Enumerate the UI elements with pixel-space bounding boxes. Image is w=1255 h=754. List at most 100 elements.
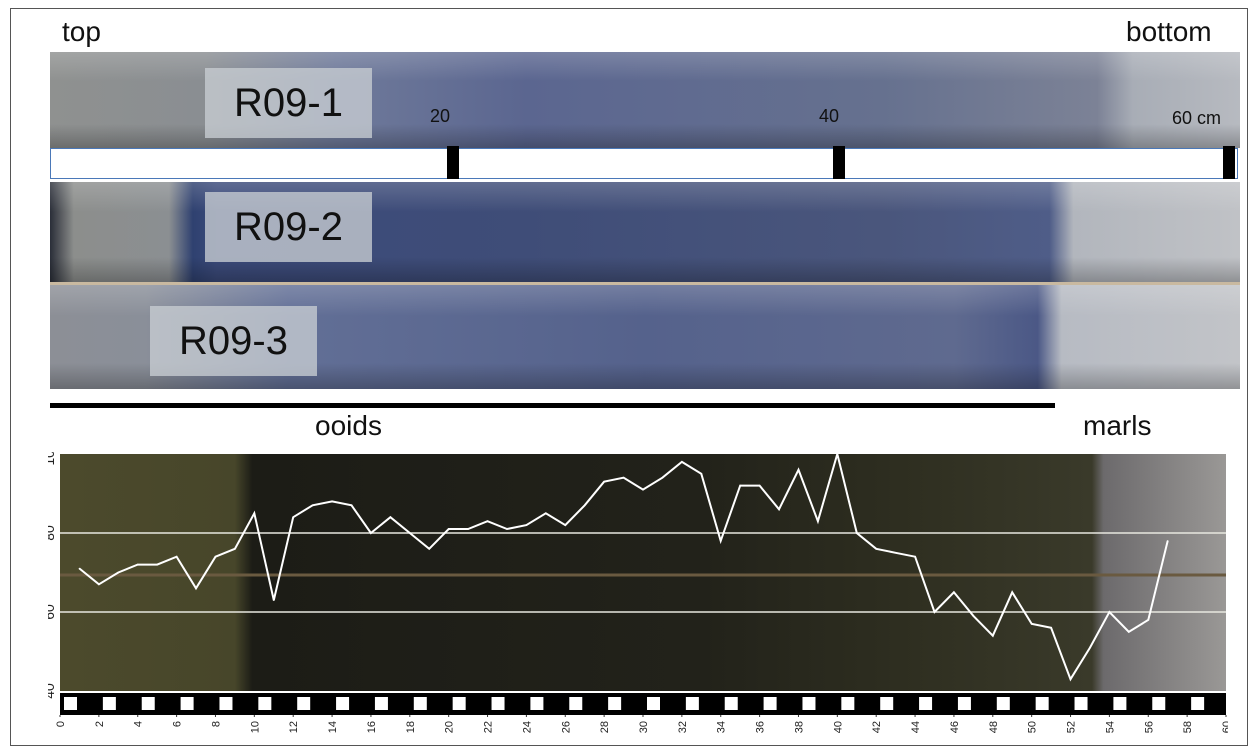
ruler-square: [1035, 697, 1049, 710]
data-point: [933, 611, 936, 613]
data-point: [700, 472, 703, 475]
ruler-square: [219, 697, 233, 710]
ruler-square: [685, 697, 699, 710]
data-point: [447, 528, 450, 530]
data-point: [253, 512, 256, 515]
ruler-square: [763, 697, 777, 710]
core-label-r09-2: R09-2: [205, 192, 372, 262]
data-point: [195, 587, 197, 590]
x-tick-label: 56: [1143, 721, 1155, 733]
data-point: [1108, 611, 1111, 613]
data-point: [758, 484, 761, 487]
data-point: [486, 520, 489, 522]
core-label-r09-1: R09-1: [205, 68, 372, 138]
ruler-square: [297, 697, 311, 710]
scale-bar: [50, 148, 1238, 179]
x-tick-label: 42: [871, 721, 883, 733]
data-point: [214, 555, 217, 558]
chart-svg: 40 60 80 100: [41, 442, 1227, 718]
x-tick-label: 46: [949, 721, 961, 733]
data-point: [583, 504, 586, 507]
plot-background: [60, 454, 1226, 691]
data-point: [156, 563, 158, 566]
x-tick-label: 24: [521, 721, 533, 733]
x-tick-label: 8: [210, 721, 222, 727]
data-point: [953, 591, 955, 594]
data-point: [875, 548, 877, 550]
x-tick-label: 28: [599, 721, 611, 733]
line-chart: 40 60 80 100: [41, 442, 1228, 718]
x-tick-label: 18: [405, 721, 417, 733]
ruler-square: [608, 697, 622, 710]
data-point: [117, 571, 120, 574]
data-point: [1069, 678, 1072, 680]
data-point: [1050, 627, 1052, 629]
data-point: [428, 548, 431, 550]
data-point: [972, 615, 975, 617]
data-point: [331, 500, 333, 503]
scale-tick-40: [833, 146, 845, 179]
ruler-square: [102, 697, 116, 710]
data-point: [1166, 540, 1169, 542]
ruler-square: [1113, 697, 1127, 710]
data-point: [836, 453, 839, 455]
ruler-square: [180, 697, 194, 710]
y-tick-label: 80: [48, 525, 57, 541]
ruler-square: [530, 697, 544, 710]
x-tick-label: 58: [1182, 721, 1194, 733]
data-point: [914, 555, 916, 558]
ruler-square: [880, 697, 894, 710]
data-point: [272, 599, 275, 601]
x-tick-label: 52: [1066, 721, 1078, 733]
data-point: [681, 461, 683, 463]
data-point: [603, 480, 605, 483]
data-point: [739, 484, 741, 487]
data-point: [525, 524, 528, 526]
x-tick-label: 44: [910, 721, 922, 733]
core-label-r09-3: R09-3: [150, 306, 317, 376]
data-point: [78, 567, 81, 570]
data-point: [1089, 646, 1091, 649]
ruler-square: [413, 697, 427, 710]
ruler-square: [919, 697, 933, 710]
x-tick-label: 12: [288, 721, 300, 733]
x-axis-labels: 0 2 4 6 8 10 12 14 16 18 20 22 24 26 28 30 32 34 36 38 40 42 4…: [48, 719, 1233, 749]
data-point: [642, 488, 644, 491]
data-point: [136, 563, 139, 566]
ooids-extent-bar: [50, 403, 1055, 408]
ruler-square: [724, 697, 738, 710]
ruler-square: [374, 697, 388, 710]
x-tick-label: 60: [1221, 721, 1228, 733]
scale-tick-20: [447, 146, 459, 179]
data-point: [350, 504, 353, 507]
figure-frame: [10, 8, 1248, 746]
x-axis-labels-svg: 0 2 4 6 8 10 12 14 16 18 20 22 24 26 28 30 32 34 36 38 40 42 4…: [55, 721, 1233, 733]
label-ooids: ooids: [315, 410, 382, 441]
ruler-square: [1074, 697, 1088, 710]
x-tick-label: 34: [716, 721, 728, 733]
data-point: [1011, 591, 1014, 594]
x-tick-label: 36: [755, 721, 767, 733]
x-tick-label: 2: [94, 721, 106, 727]
data-point: [389, 516, 392, 518]
x-tick-label: 22: [483, 721, 495, 733]
data-point: [622, 476, 625, 479]
label-marls: marls: [1083, 410, 1152, 441]
data-point: [778, 508, 780, 511]
label-top: top: [62, 16, 101, 47]
x-tick-label: 40: [832, 721, 844, 733]
core-separator: [50, 282, 1240, 286]
data-point: [175, 555, 178, 558]
ruler-square: [258, 697, 272, 710]
data-point: [506, 528, 508, 530]
data-point: [894, 551, 897, 554]
ruler-square: [491, 697, 505, 710]
data-point: [817, 520, 819, 522]
data-point: [467, 528, 469, 530]
ruler-strip: [60, 693, 1226, 715]
x-tick-label: 0: [55, 721, 67, 727]
data-point: [661, 476, 664, 479]
scale-label-40: 40: [819, 106, 840, 126]
label-bottom: bottom: [1126, 16, 1212, 47]
data-point: [1128, 630, 1130, 633]
